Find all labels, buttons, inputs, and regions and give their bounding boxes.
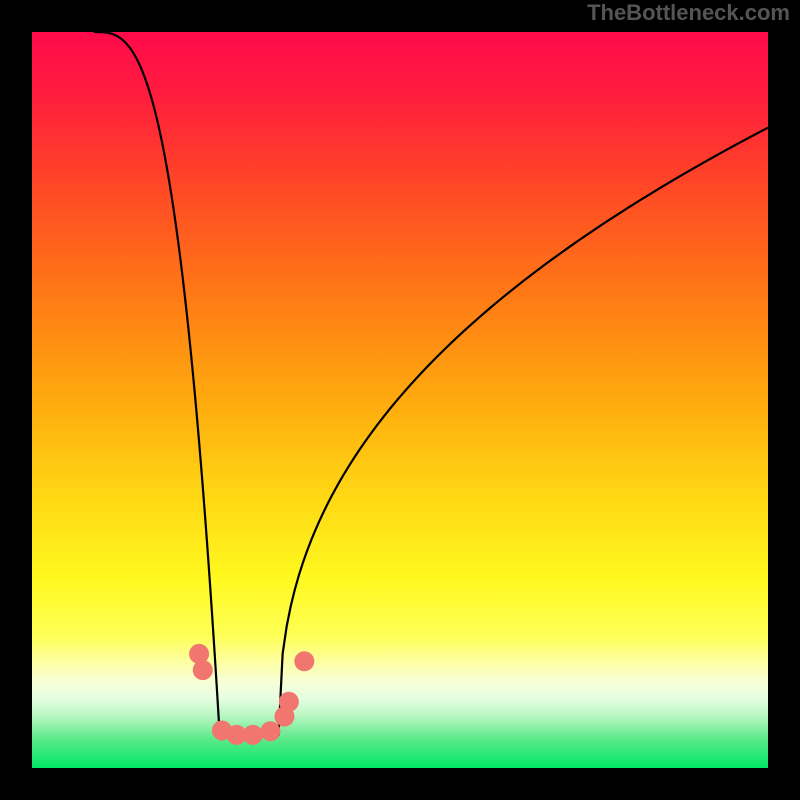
frame: TheBottleneck.com [0, 0, 800, 800]
marker-dot [193, 660, 213, 680]
marker-dot [243, 725, 263, 745]
marker-dot [294, 651, 314, 671]
watermark-text: TheBottleneck.com [587, 0, 790, 26]
marker-dot [279, 692, 299, 712]
marker-dot [260, 721, 280, 741]
gradient-background [32, 32, 768, 768]
